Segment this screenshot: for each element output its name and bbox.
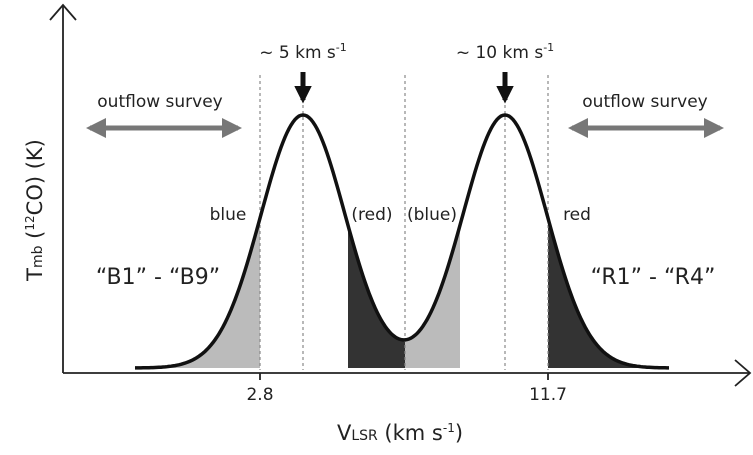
shaded-wing — [348, 225, 405, 368]
range-label: blue — [210, 205, 247, 225]
y-axis-label: Tmb (12CO) (K) — [23, 139, 47, 282]
survey-label: outflow survey — [582, 92, 707, 112]
x-tick-label: 11.7 — [529, 385, 567, 405]
shaded-wing — [548, 218, 660, 368]
range-label: (blue) — [407, 205, 457, 225]
range-label: red — [563, 205, 591, 225]
axes — [49, 3, 752, 387]
range-label: (red) — [351, 205, 392, 225]
dashed-lines — [259, 75, 549, 370]
velocity-label: ~ 10 km s-1 — [456, 41, 554, 63]
shaded-wing — [150, 218, 260, 368]
x-axis-label: VLSR (km s-1) — [337, 421, 463, 445]
velocity-label: ~ 5 km s-1 — [259, 41, 347, 63]
x-tick-label: 2.8 — [246, 385, 273, 405]
shaded-wing — [405, 225, 460, 368]
survey-label: outflow survey — [97, 92, 222, 112]
group-label: “R1” - “R4” — [591, 265, 716, 290]
spectrum-curve — [135, 113, 669, 370]
arrows — [86, 72, 724, 138]
group-label: “B1” - “B9” — [96, 265, 220, 290]
